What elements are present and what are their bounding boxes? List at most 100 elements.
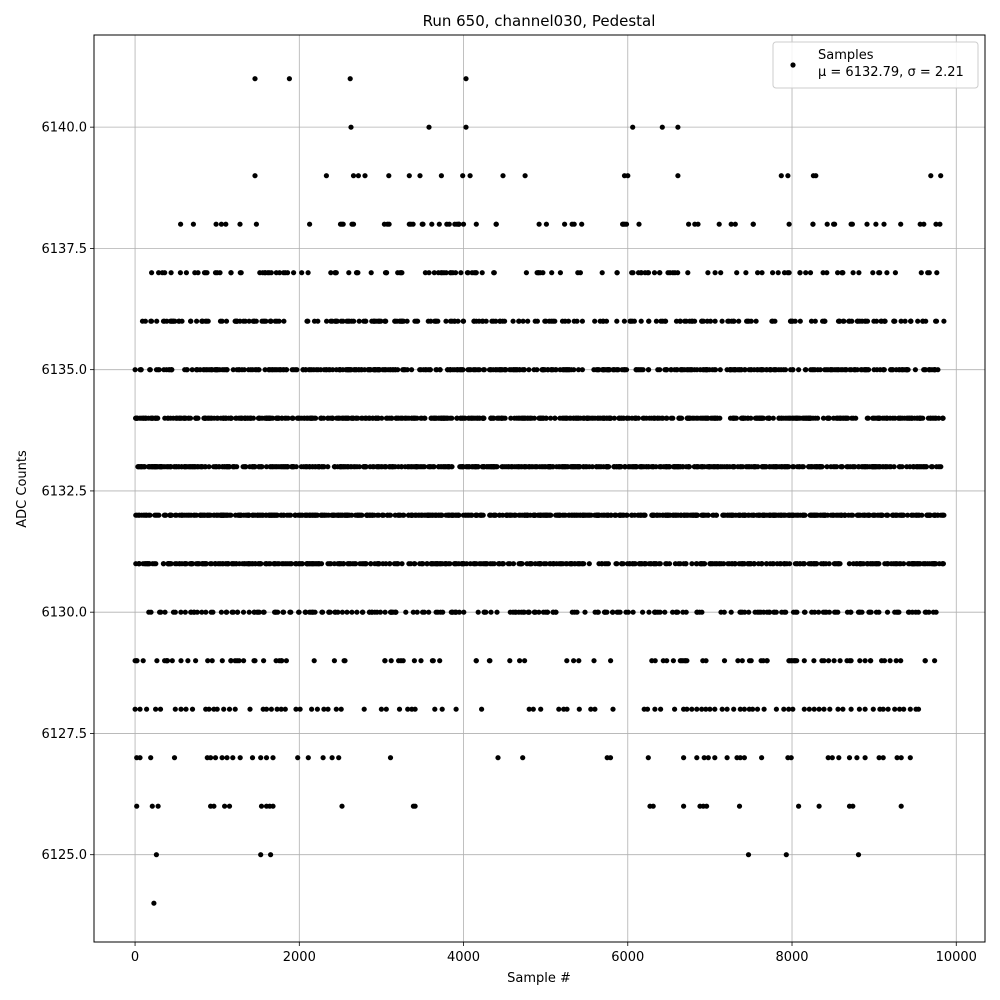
data-point: [463, 76, 469, 82]
data-point: [430, 658, 436, 664]
data-point: [565, 318, 572, 324]
data-point: [801, 561, 807, 567]
data-point: [386, 221, 392, 227]
data-point: [483, 609, 489, 615]
data-point: [164, 318, 170, 324]
data-point: [733, 415, 740, 421]
data-point: [346, 270, 352, 276]
data-point: [625, 173, 631, 179]
data-point: [868, 609, 874, 615]
data-point: [405, 706, 411, 712]
data-point: [816, 609, 822, 615]
data-point: [741, 755, 748, 761]
data-point: [604, 609, 610, 615]
data-point: [921, 221, 927, 227]
data-point: [737, 706, 743, 712]
data-point: [703, 658, 709, 664]
data-point: [530, 706, 536, 712]
data-point: [812, 609, 818, 615]
data-point: [934, 270, 940, 276]
data-point: [938, 464, 944, 470]
data-point: [224, 367, 230, 373]
x-tick-label: 10000: [936, 950, 977, 965]
data-point: [759, 755, 765, 761]
data-point: [194, 609, 200, 615]
data-point: [666, 561, 673, 567]
data-point: [132, 706, 138, 712]
data-point: [835, 609, 841, 615]
data-point: [134, 803, 140, 809]
data-point: [742, 367, 748, 373]
data-point: [638, 270, 645, 276]
data-point: [465, 270, 471, 276]
data-point: [347, 76, 353, 82]
data-point: [816, 803, 822, 809]
data-point: [493, 512, 499, 518]
data-point: [285, 464, 291, 470]
data-point: [383, 318, 389, 324]
data-point: [802, 609, 808, 615]
data-point: [142, 464, 148, 470]
data-point: [449, 415, 455, 421]
data-point: [694, 755, 700, 761]
data-point: [822, 318, 828, 324]
data-point: [494, 609, 500, 615]
data-point: [808, 318, 815, 324]
data-point: [898, 318, 904, 324]
data-point: [253, 318, 259, 324]
data-point: [412, 803, 418, 809]
data-point: [901, 561, 907, 567]
data-point: [148, 318, 155, 324]
x-tick-label: 8000: [775, 950, 808, 965]
data-point: [456, 221, 462, 227]
data-point: [270, 755, 276, 761]
data-point: [536, 609, 542, 615]
data-point: [480, 512, 486, 518]
data-point: [456, 512, 462, 518]
data-point: [692, 318, 698, 324]
data-point: [891, 464, 897, 470]
data-point: [429, 221, 435, 227]
data-point: [538, 706, 544, 712]
data-point: [862, 658, 868, 664]
data-point: [321, 464, 327, 470]
data-point: [717, 367, 723, 373]
data-point: [719, 706, 725, 712]
data-point: [699, 706, 705, 712]
data-point: [873, 318, 880, 324]
data-point: [305, 755, 311, 761]
data-point: [156, 270, 162, 276]
data-point: [424, 561, 430, 567]
data-point: [500, 561, 506, 567]
data-point: [832, 221, 838, 227]
data-point: [188, 318, 194, 324]
data-point: [183, 561, 189, 567]
data-point: [333, 706, 339, 712]
data-point: [849, 221, 856, 227]
data-point: [941, 512, 947, 518]
data-point: [670, 415, 676, 421]
data-point: [760, 415, 767, 421]
data-point: [483, 318, 489, 324]
data-point: [785, 173, 791, 179]
data-point: [151, 900, 157, 906]
data-point: [323, 173, 329, 179]
data-point: [404, 367, 410, 373]
data-point: [543, 221, 550, 227]
data-point: [354, 609, 360, 615]
data-point: [281, 318, 287, 324]
data-point: [228, 512, 234, 518]
data-point: [138, 367, 144, 373]
data-point: [894, 755, 900, 761]
data-point: [759, 270, 765, 276]
data-point: [653, 318, 660, 324]
data-point: [263, 464, 270, 470]
data-point: [305, 270, 311, 276]
data-point: [520, 755, 526, 761]
data-point: [638, 318, 644, 324]
data-point: [918, 270, 924, 276]
data-point: [488, 609, 494, 615]
data-point: [595, 609, 601, 615]
data-point: [420, 561, 426, 567]
y-tick-label: 6127.5: [42, 727, 88, 742]
